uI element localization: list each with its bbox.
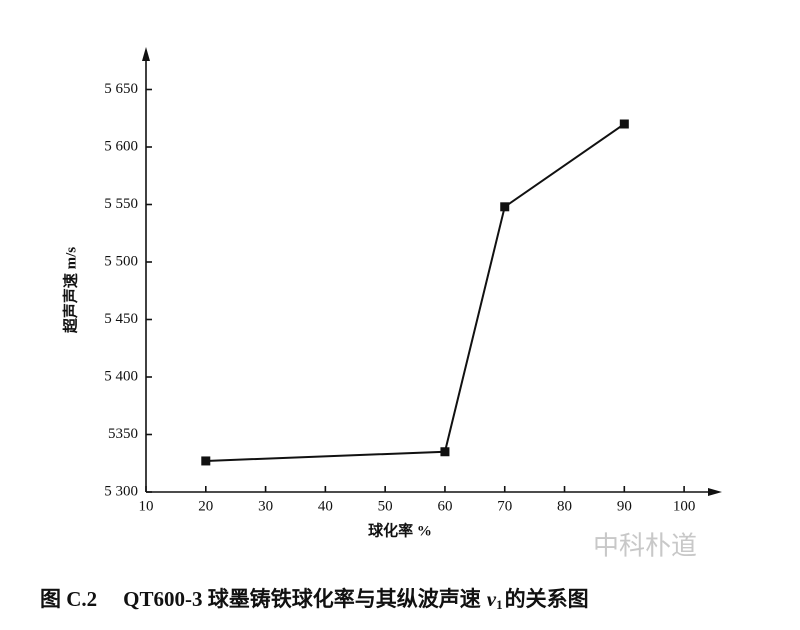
- y-tick-label: 5 300: [104, 483, 138, 499]
- data-point: [500, 202, 510, 212]
- x-tick-label: 30: [258, 498, 273, 514]
- figure-number: 图 C.2: [40, 587, 97, 611]
- data-point: [201, 456, 211, 466]
- caption: 图 C.2 QT600-3 球墨铸铁球化率与其纵波声速 v1的关系图: [40, 587, 589, 612]
- y-tick-label: 5350: [108, 426, 138, 442]
- data-point: [619, 119, 629, 129]
- x-axis-label: 球化率 %: [368, 521, 432, 539]
- y-tick-label: 5 450: [104, 311, 138, 327]
- caption-subscript: 1: [496, 597, 503, 612]
- y-axis-label: 超声声速 m/s: [61, 247, 79, 334]
- y-tick-label: 5 550: [104, 196, 138, 212]
- data-point: [440, 447, 450, 457]
- y-tick-label: 5 600: [104, 138, 138, 154]
- series-line: [205, 123, 625, 462]
- x-tick-label: 90: [617, 498, 632, 514]
- caption-symbol: v: [487, 587, 497, 611]
- caption-prefix: QT600-3 球墨铸铁球化率与其纵波声速: [123, 587, 481, 611]
- y-axis-arrow: [142, 47, 150, 61]
- x-tick-label: 20: [198, 498, 213, 514]
- x-tick-label: 50: [378, 498, 393, 514]
- y-tick-label: 5 500: [104, 253, 138, 269]
- y-tick-label: 5 650: [104, 81, 138, 97]
- caption-suffix: 的关系图: [505, 587, 589, 611]
- x-tick-label: 100: [673, 498, 696, 514]
- x-tick-label: 80: [557, 498, 572, 514]
- x-tick-label: 40: [318, 498, 333, 514]
- x-tick-label: 60: [437, 498, 452, 514]
- x-axis-arrow: [708, 488, 722, 496]
- x-tick-label: 10: [139, 498, 154, 514]
- y-tick-label: 5 400: [104, 368, 138, 384]
- x-tick-label: 70: [497, 498, 512, 514]
- watermark: 中科朴道: [593, 532, 697, 562]
